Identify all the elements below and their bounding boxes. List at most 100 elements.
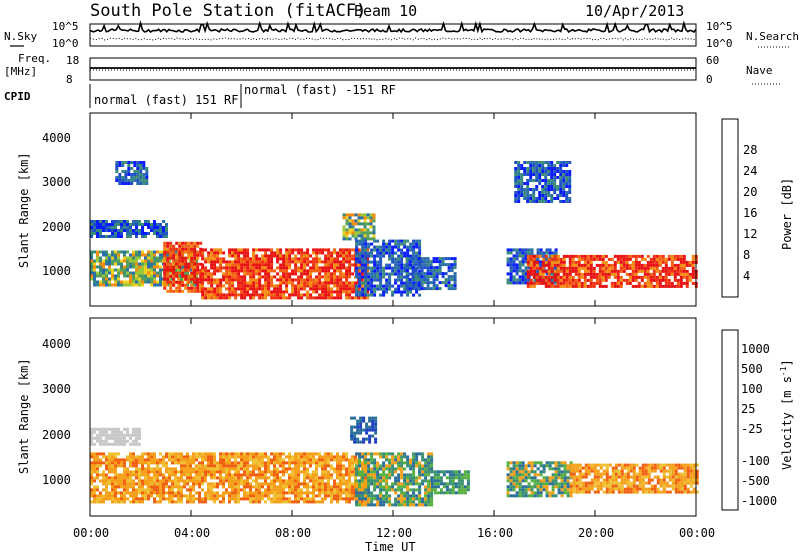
heatmap-cell (435, 260, 439, 264)
heatmap-cell (379, 479, 383, 483)
heatmap-cell (417, 278, 421, 282)
heatmap-cell (679, 278, 683, 282)
heatmap-cell (234, 476, 237, 480)
heatmap-cell (430, 458, 434, 462)
heatmap-cell (258, 494, 261, 498)
heatmap-cell (117, 442, 120, 446)
heatmap-cell (135, 250, 138, 254)
heatmap-cell (111, 220, 114, 223)
heatmap-cell (169, 241, 173, 245)
heatmap-cell (406, 245, 410, 249)
heatmap-cell (360, 272, 364, 276)
heatmap-cell (409, 476, 413, 480)
heatmap-cell (306, 257, 310, 261)
heatmap-cell (556, 272, 560, 276)
heatmap-cell (147, 262, 150, 266)
heatmap-cell (252, 257, 256, 261)
heatmap-cell (255, 482, 258, 486)
heatmap-cell (240, 476, 243, 480)
heatmap-cell (544, 176, 548, 179)
heatmap-cell (409, 254, 413, 258)
heatmap-cell (427, 479, 431, 483)
heatmap-cell (279, 275, 283, 279)
heatmap-cell (135, 458, 138, 462)
heatmap-cell (444, 284, 448, 288)
heatmap-cell (367, 272, 371, 276)
heatmap-cell (294, 272, 298, 276)
heatmap-cell (201, 461, 204, 465)
heatmap-cell (210, 287, 214, 291)
heatmap-cell (114, 464, 117, 468)
heatmap-cell (336, 260, 340, 264)
heatmap-cell (198, 494, 201, 498)
heatmap-cell (364, 497, 368, 501)
heatmap-cell (643, 275, 647, 279)
heatmap-cell (518, 494, 522, 498)
heatmap-cell (216, 260, 220, 264)
heatmap-cell (135, 497, 138, 501)
heatmap-cell (184, 247, 188, 251)
heatmap-cell (120, 229, 123, 232)
heatmap-cell (363, 500, 366, 504)
heatmap-cell (601, 272, 605, 276)
heatmap-cell (616, 272, 620, 276)
heatmap-cell (168, 458, 171, 462)
heatmap-cell (586, 266, 590, 270)
heatmap-cell (342, 275, 346, 279)
heatmap-cell (403, 482, 407, 486)
heatmap-cell (309, 275, 313, 279)
heatmap-cell (336, 452, 339, 456)
heatmap-cell (415, 488, 419, 492)
heatmap-cell (126, 427, 129, 431)
heatmap-cell (348, 251, 352, 255)
heatmap-cell (403, 461, 407, 465)
heatmap-cell (171, 488, 174, 492)
heatmap-cell (524, 257, 528, 261)
heatmap-cell (255, 458, 258, 462)
heatmap-cell (670, 272, 674, 276)
heatmap-cell (115, 170, 119, 173)
heatmap-cell (243, 482, 246, 486)
heatmap-cell (361, 452, 365, 456)
heatmap-cell (367, 287, 371, 291)
heatmap-cell (180, 476, 183, 480)
heatmap-cell (318, 476, 321, 480)
heatmap-cell (382, 248, 386, 252)
heatmap-cell (93, 268, 96, 272)
heatmap-cell (315, 452, 318, 456)
heatmap-cell (345, 251, 349, 255)
heatmap-cell (568, 191, 572, 194)
heatmap-cell (637, 266, 641, 270)
heatmap-cell (330, 263, 334, 267)
heatmap-cell (577, 275, 581, 279)
heatmap-cell (285, 287, 289, 291)
heatmap-cell (261, 476, 264, 480)
heatmap-cell (445, 476, 449, 480)
heatmap-cell (309, 473, 312, 477)
heatmap-cell (246, 248, 250, 252)
heatmap-cell (264, 248, 268, 252)
heatmap-cell (132, 262, 135, 266)
heatmap-cell (207, 254, 211, 258)
heatmap-cell (559, 266, 563, 270)
heatmap-cell (367, 488, 371, 492)
heatmap-cell (96, 436, 99, 440)
heatmap-cell (376, 470, 380, 474)
heatmap-cell (553, 272, 557, 276)
heatmap-cell (382, 455, 386, 459)
heatmap-cell (376, 254, 380, 258)
heatmap-cell (376, 275, 380, 279)
station-title: South Pole Station (fitACF) (90, 1, 366, 21)
heatmap-cell (424, 488, 428, 492)
heatmap-cell (294, 479, 297, 483)
heatmap-cell (225, 269, 229, 273)
heatmap-cell (415, 242, 419, 246)
heatmap-cell (234, 500, 237, 504)
heatmap-cell (370, 482, 374, 486)
heatmap-cell (153, 280, 156, 284)
heatmap-cell (120, 232, 123, 235)
heatmap-cell (430, 476, 434, 480)
heatmap-cell (306, 293, 310, 297)
heatmap-cell (180, 500, 183, 504)
heatmap-cell (412, 494, 416, 498)
